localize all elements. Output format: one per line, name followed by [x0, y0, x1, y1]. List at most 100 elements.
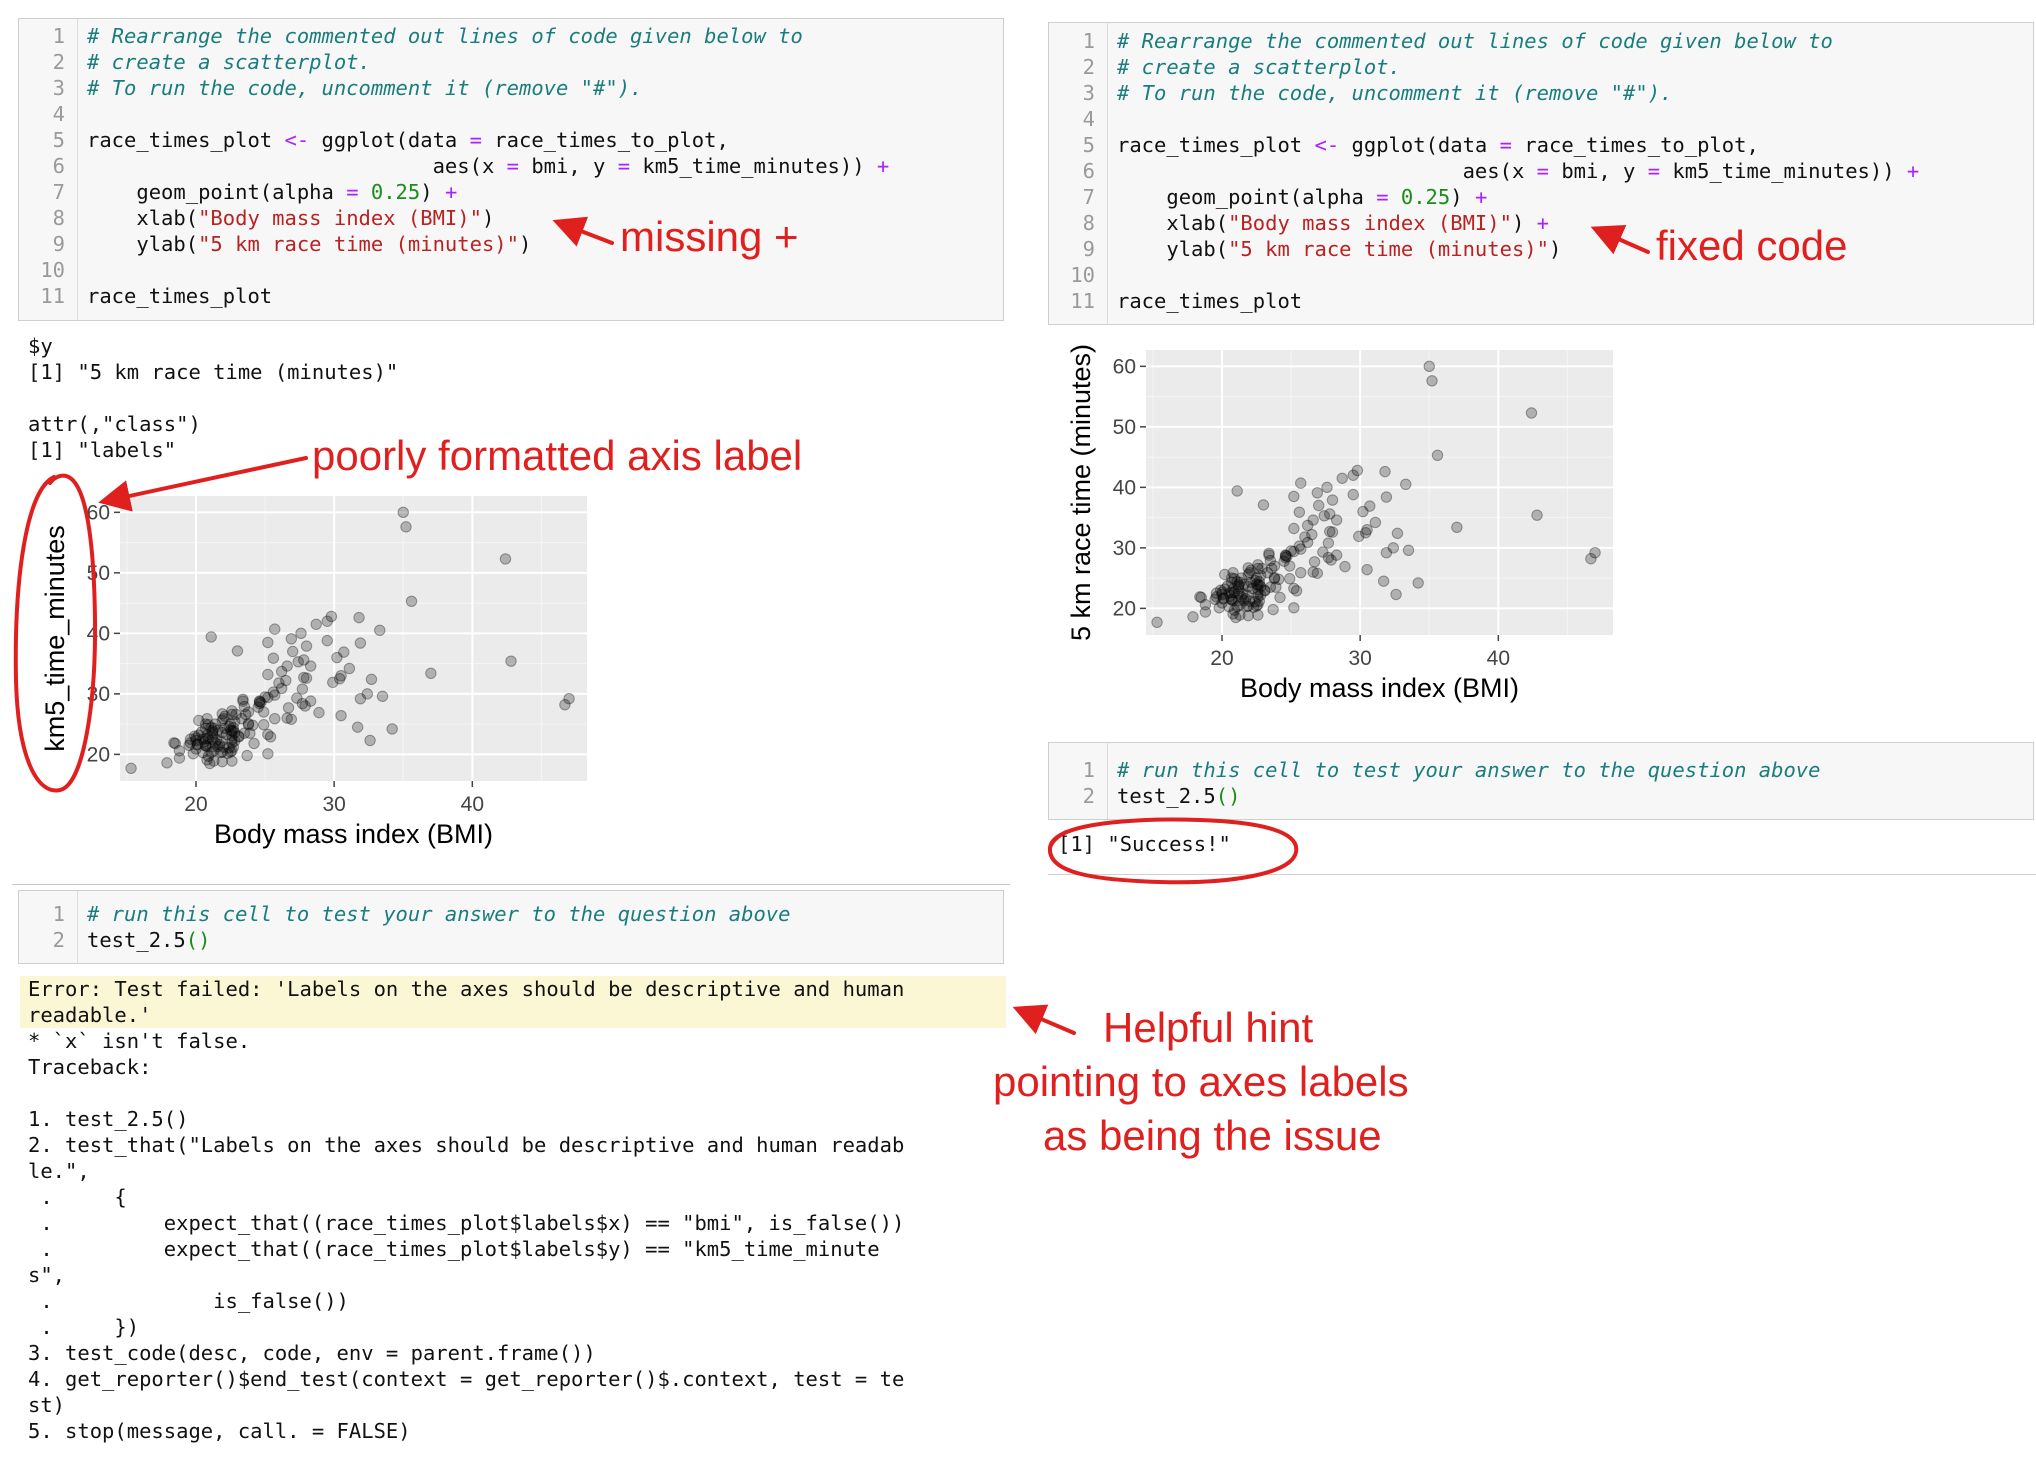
data-point [184, 733, 197, 745]
line-gutter [19, 891, 78, 963]
data-point [1210, 587, 1223, 599]
traceback-line: . expect_that((race_times_plot$labels$x)… [28, 1211, 905, 1235]
code-line: 4 [1049, 106, 2033, 132]
code-line: 6 aes(x = bmi, y = km5_time_minutes)) + [1049, 158, 2033, 184]
data-point [1228, 573, 1241, 585]
code-text: # create a scatterplot. [1117, 54, 1401, 80]
data-point [1250, 572, 1263, 584]
data-point [1224, 589, 1236, 602]
data-point [285, 713, 298, 725]
data-point [1307, 566, 1319, 578]
data-point [237, 693, 249, 706]
test-cell-right[interactable]: 1 # run this cell to test your answer to … [1048, 742, 2034, 820]
code-text: # run this cell to test your answer to t… [87, 901, 791, 927]
data-point [191, 738, 204, 751]
data-point [343, 662, 356, 675]
data-point [255, 696, 267, 709]
data-point [1249, 596, 1261, 608]
traceback-line: . is_false()) [28, 1289, 349, 1313]
code-token: + [1906, 159, 1920, 183]
line-number: 6 [1082, 159, 1095, 183]
data-point [296, 697, 309, 710]
data-point [1219, 568, 1231, 581]
data-point [1322, 551, 1335, 564]
data-point [1431, 449, 1444, 461]
line-number: 4 [52, 102, 65, 126]
code-token: + [1536, 211, 1549, 235]
data-point [1285, 545, 1297, 557]
data-point [228, 726, 241, 739]
code-token: race_times_plot [1117, 133, 1315, 157]
data-point [216, 746, 228, 758]
code-token: "5 km race time (minutes)" [1228, 237, 1549, 261]
data-point [246, 719, 259, 732]
code-token: = [346, 180, 359, 204]
plot-panel [120, 496, 587, 781]
data-point [253, 697, 266, 710]
data-point [1301, 519, 1314, 532]
data-point [304, 660, 317, 672]
code-cell-left[interactable]: 1 # Rearrange the commented out lines of … [18, 18, 1004, 321]
data-point [190, 743, 202, 755]
data-point [1317, 546, 1329, 558]
code-token: <- [1314, 133, 1340, 157]
data-point [1242, 600, 1254, 612]
code-lines: 1 # run this cell to test your answer to … [1049, 743, 2033, 819]
traceback-line: 3. test_code(desc, code, env = parent.fr… [28, 1341, 596, 1365]
data-point [197, 733, 209, 745]
data-point [1216, 588, 1228, 601]
data-point [1263, 547, 1275, 560]
code-token: geom_point(alpha [1117, 185, 1377, 209]
data-point [1525, 407, 1538, 419]
data-point [1227, 594, 1239, 607]
annotation-poor-label: poorly formatted axis label [312, 432, 803, 479]
data-point [1295, 543, 1307, 555]
annotation-hint: Helpful hint pointing to axes labels as … [990, 1004, 1450, 1174]
data-point [235, 712, 248, 725]
data-point [1225, 593, 1238, 605]
code-cell-right[interactable]: 1 # Rearrange the commented out lines of … [1048, 22, 2034, 325]
data-point [1357, 505, 1369, 518]
line-gutter [1049, 23, 1108, 324]
data-point [1252, 609, 1264, 621]
data-point [1151, 616, 1163, 628]
data-point [1307, 514, 1319, 526]
data-point [209, 718, 222, 730]
error-line: Error: Test failed: 'Labels on the axes … [28, 977, 905, 1001]
data-point [228, 716, 241, 728]
data-point [1221, 580, 1234, 592]
y-tick-label: 20 [1113, 597, 1136, 620]
data-point [223, 742, 235, 754]
data-point [223, 720, 235, 733]
code-token: () [185, 928, 211, 952]
data-point [216, 755, 228, 768]
data-point [1225, 572, 1238, 584]
data-point [338, 646, 350, 658]
line-number: 8 [52, 206, 65, 230]
line-number: 4 [1082, 107, 1095, 131]
data-point [1243, 566, 1256, 579]
data-point [280, 674, 292, 687]
test-cell-left[interactable]: 1 # run this cell to test your answer to … [18, 890, 1004, 964]
data-point [1318, 510, 1330, 522]
code-token: race_times_plot [1117, 289, 1303, 313]
y-tick-label: 50 [87, 562, 110, 585]
data-point [1268, 560, 1281, 572]
code-token: ggplot(data [1339, 133, 1500, 157]
data-point [231, 645, 244, 657]
data-point [1252, 559, 1264, 571]
code-line: 4 [19, 101, 1003, 127]
data-point [201, 712, 213, 725]
data-point [209, 737, 222, 749]
code-token: ) [1450, 185, 1475, 209]
data-point [226, 745, 238, 757]
line-number: 9 [52, 232, 65, 256]
data-point [285, 633, 298, 645]
data-point [216, 726, 228, 739]
x-tick-label: 40 [1487, 647, 1510, 670]
data-point [327, 676, 339, 689]
data-point [1232, 587, 1245, 599]
data-point [1252, 599, 1264, 611]
code-token: race_times_to_plot, [1511, 133, 1759, 157]
data-point [204, 757, 216, 770]
